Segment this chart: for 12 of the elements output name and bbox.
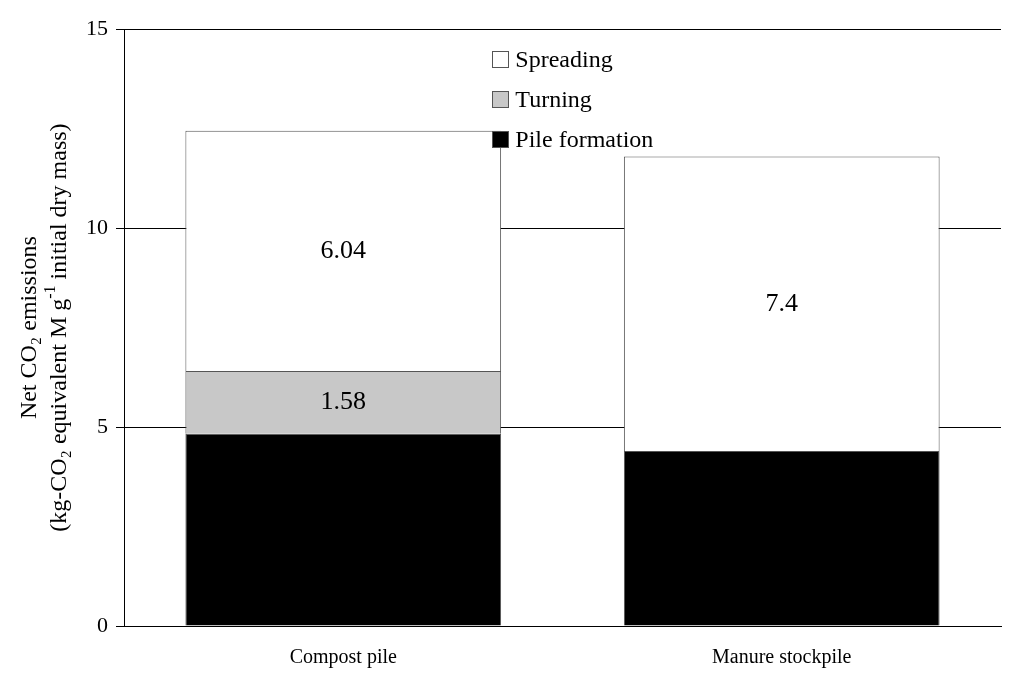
x-tick-label: Manure stockpile <box>712 645 852 669</box>
y-tick-label: 5 <box>97 412 108 438</box>
y-tick-label: 0 <box>97 611 108 637</box>
data-label: 6.04 <box>320 234 366 264</box>
legend-label: Turning <box>515 85 592 115</box>
legend-label: Pile formation <box>515 125 654 155</box>
data-label: 1.58 <box>320 386 366 416</box>
x-tick-label: Compost pile <box>289 645 397 669</box>
data-label: 7.4 <box>765 287 798 317</box>
text: Spreading <box>515 45 613 75</box>
y-tick-label: 15 <box>86 14 108 40</box>
y-tick-label: 10 <box>86 213 108 239</box>
